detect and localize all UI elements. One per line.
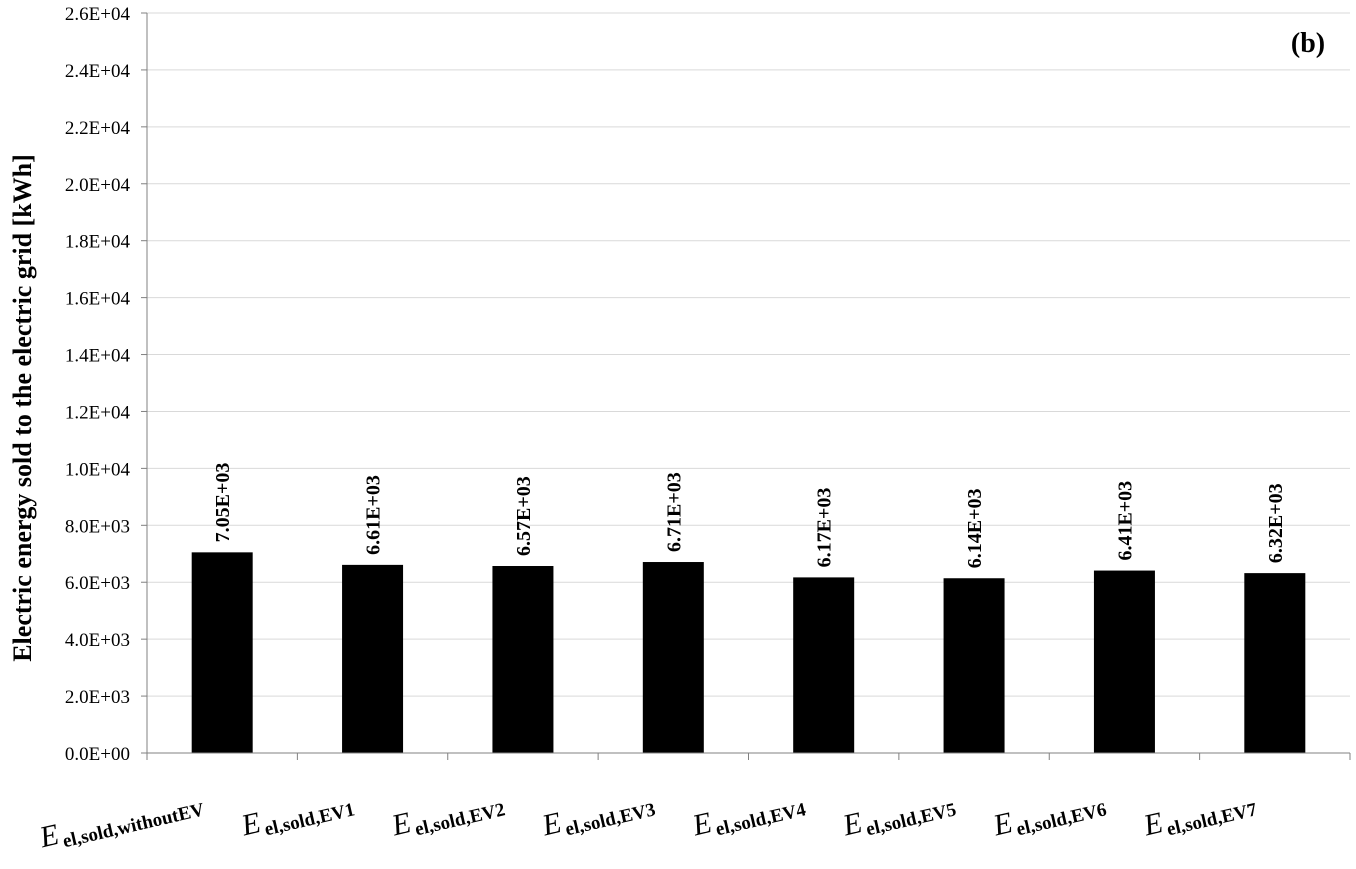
bar-value-label: 6.61E+03 bbox=[363, 475, 385, 555]
category-label-subscript: el,sold,EV6 bbox=[1014, 799, 1108, 840]
bar-value-label: 6.41E+03 bbox=[1114, 481, 1136, 561]
category-label-main: E bbox=[1140, 806, 1166, 843]
category-label-main: E bbox=[36, 818, 62, 855]
bar-value-label: 6.14E+03 bbox=[964, 488, 986, 568]
bar bbox=[1093, 570, 1155, 753]
y-tick-label: 8.0E+03 bbox=[65, 516, 130, 537]
bar-value-label: 6.71E+03 bbox=[663, 472, 685, 552]
bar bbox=[642, 562, 704, 753]
category-label: Eel,sold,EV5 bbox=[839, 785, 958, 846]
category-label-subscript: el,sold,EV3 bbox=[563, 799, 657, 840]
category-label-subscript: el,sold,EV7 bbox=[1165, 799, 1260, 840]
y-tick-label: 2.0E+04 bbox=[65, 175, 131, 196]
bar bbox=[342, 564, 404, 753]
y-tick-label: 1.6E+04 bbox=[65, 289, 131, 310]
bar bbox=[943, 578, 1005, 753]
category-label-main: E bbox=[839, 806, 865, 843]
category-label: Eel,sold,EV3 bbox=[538, 785, 657, 846]
category-label-subscript: el,sold,EV4 bbox=[714, 799, 809, 840]
y-tick-label: 0.0E+00 bbox=[65, 744, 130, 765]
y-tick-label: 1.4E+04 bbox=[65, 346, 131, 367]
category-label-subscript: el,sold,EV5 bbox=[864, 799, 958, 840]
category-label-subscript: el,sold,EV1 bbox=[263, 799, 357, 840]
y-tick-label: 2.6E+04 bbox=[65, 4, 131, 25]
category-label: Eel,sold,EV4 bbox=[689, 785, 809, 846]
panel-label: (b) bbox=[1291, 28, 1325, 59]
y-tick-label: 2.4E+04 bbox=[65, 61, 131, 82]
bar bbox=[1244, 573, 1306, 753]
y-tick-label: 1.0E+04 bbox=[65, 459, 131, 480]
bar-value-label: 6.32E+03 bbox=[1265, 483, 1287, 563]
axes bbox=[141, 12, 1351, 760]
panel-label-background bbox=[1272, 18, 1350, 68]
bar-value-label: 7.05E+03 bbox=[212, 463, 234, 543]
grid-lines bbox=[147, 12, 1350, 697]
category-label-main: E bbox=[538, 806, 564, 843]
y-tick-label: 2.2E+04 bbox=[65, 118, 131, 139]
bar-value-label: 6.17E+03 bbox=[814, 488, 836, 568]
category-label: Eel,sold,withoutEV bbox=[36, 785, 207, 858]
category-label-main: E bbox=[388, 806, 414, 843]
y-tick-label: 2.0E+03 bbox=[65, 687, 130, 708]
category-label: Eel,sold,EV1 bbox=[237, 785, 356, 846]
bars bbox=[191, 552, 1306, 753]
bar-value-label: 6.57E+03 bbox=[513, 476, 535, 556]
category-label: Eel,sold,EV6 bbox=[989, 785, 1108, 846]
y-tick-label: 6.0E+03 bbox=[65, 573, 130, 594]
category-label-main: E bbox=[689, 806, 715, 843]
category-label: Eel,sold,EV2 bbox=[388, 785, 507, 846]
y-tick-label: 4.0E+03 bbox=[65, 630, 130, 651]
bar bbox=[793, 577, 855, 753]
category-label-main: E bbox=[989, 806, 1015, 843]
category-label: Eel,sold,EV7 bbox=[1140, 785, 1260, 846]
bar bbox=[191, 552, 253, 753]
y-axis-label: Electric energy sold to the electric gri… bbox=[8, 154, 37, 662]
y-tick-label: 1.2E+04 bbox=[65, 402, 131, 423]
y-tick-label: 1.8E+04 bbox=[65, 232, 131, 253]
category-label-subscript: el,sold,withoutEV bbox=[61, 799, 207, 852]
bar bbox=[492, 566, 554, 753]
category-label-subscript: el,sold,EV2 bbox=[413, 799, 507, 840]
category-label-main: E bbox=[237, 806, 263, 843]
